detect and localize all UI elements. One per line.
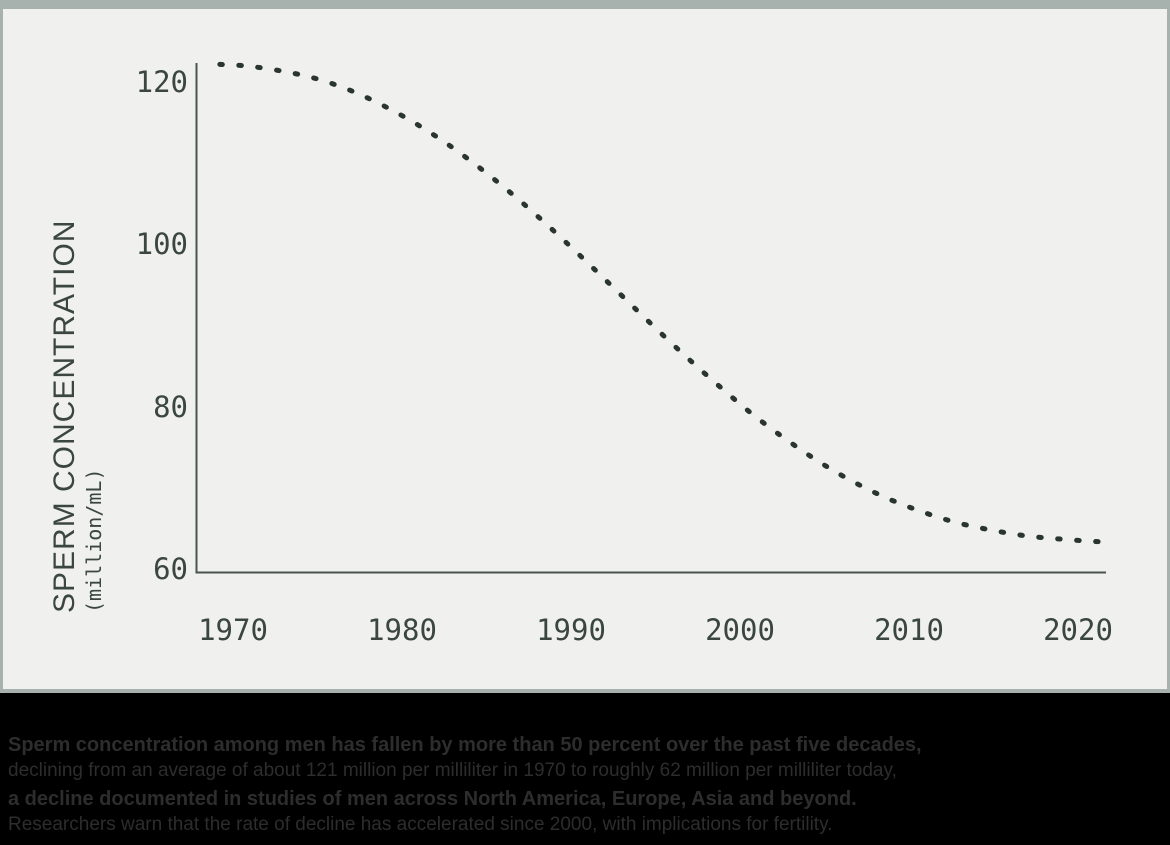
y-axis-unit-text: (million/mL) <box>82 468 107 614</box>
x-tick-label: 1990 <box>536 613 606 647</box>
x-tick-label: 2000 <box>705 613 775 647</box>
y-axis-title-text: SPERM CONCENTRATION <box>48 219 81 613</box>
x-tick-label: 2020 <box>1043 613 1113 647</box>
caption-footer: Sperm concentration among men has fallen… <box>0 693 1170 845</box>
caption-line-2: declining from an average of about 121 m… <box>8 760 897 781</box>
chart-panel: SPERM CONCENTRATION (million/mL) 120 100 8… <box>0 0 1170 693</box>
caption-line-3: a decline documented in studies of men a… <box>8 788 857 810</box>
x-tick-label: 2010 <box>874 613 944 647</box>
y-axis-title: SPERM CONCENTRATION (million/mL) <box>48 133 107 614</box>
y-tick-label: 60 <box>153 552 188 586</box>
y-tick-label: 100 <box>135 227 188 261</box>
x-tick-label: 1970 <box>198 613 268 647</box>
caption-line-4: Researchers warn that the rate of declin… <box>8 814 833 835</box>
x-tick-label: 1980 <box>367 613 437 647</box>
caption-line-1: Sperm concentration among men has fallen… <box>8 734 922 756</box>
y-tick-label: 80 <box>153 389 188 424</box>
y-tick-label: 120 <box>135 64 188 99</box>
